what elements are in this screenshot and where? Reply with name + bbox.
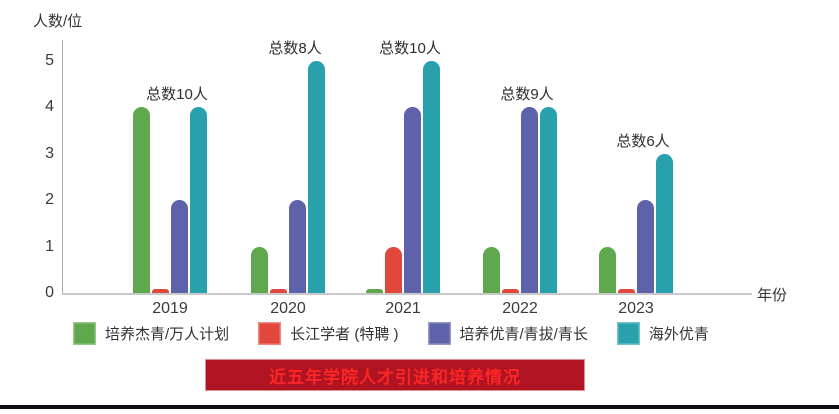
bar-group-2021 [366,0,440,293]
bar-2023-培养杰青/万人计划 [599,246,616,293]
x-tick-label: 2022 [502,300,538,317]
bar-2020-培养优青/青拔/青长 [289,200,306,293]
legend-label: 海外优青 [648,326,709,343]
legend-swatch [427,322,451,345]
bottom-accent-bar [0,405,839,409]
bar-2022-培养优青/青拔/青长 [521,107,538,293]
bar-2020-长江学者 (特聘 ) [270,289,287,293]
bar-group-2020 [251,0,325,293]
legend-label: 长江学者 (特聘 ) [290,326,399,343]
bar-2023-海外优青 [656,153,673,293]
bar-2021-培养优青/青拔/青长 [404,107,421,293]
x-tick-label: 2023 [618,300,654,317]
bar-group-2022 [483,0,557,293]
bar-2022-培养杰青/万人计划 [483,246,500,293]
legend-label: 培养杰青/万人计划 [105,326,230,343]
x-axis-label: 年份 [757,287,788,304]
y-tick-label: 3 [45,144,54,162]
bar-2020-培养杰青/万人计划 [251,246,268,293]
bar-2023-长江学者 (特聘 ) [618,289,635,293]
total-annotation: 总数10人 [146,86,208,104]
x-tick-label: 2020 [270,300,306,317]
legend-item: 培养杰青/万人计划 [73,322,229,345]
total-annotation: 总数6人 [616,132,670,150]
chart-title-banner: 近五年学院人才引进和培养情况 [205,359,585,391]
legend-swatch [73,322,96,345]
legend-item: 长江学者 (特聘 ) [258,322,399,345]
total-annotation: 总数9人 [500,86,554,104]
y-tick-label: 1 [45,237,54,255]
total-annotation: 总数10人 [379,40,441,57]
y-axis-label: 人数/位 [33,13,83,30]
legend-label: 培养优青/青拔/青长 [459,326,588,343]
legend-swatch [258,322,282,345]
chart-title: 近五年学院人才引进和培养情况 [269,367,521,387]
y-tick-label: 2 [45,191,54,209]
chart-legend: 培养杰青/万人计划 长江学者 (特聘 ) 培养优青/青拔/青长 海外优青 [73,322,738,345]
bar-group-2019 [133,0,207,293]
bar-2019-培养优青/青拔/青长 [171,200,188,293]
y-tick-label: 5 [45,52,54,69]
x-axis-line [62,293,752,295]
bar-2022-长江学者 (特聘 ) [502,289,519,293]
bar-2019-培养杰青/万人计划 [133,107,150,293]
bar-group-2023 [599,0,673,293]
x-tick-label: 2021 [385,300,421,317]
y-tick-label: 4 [45,98,54,116]
bar-2021-海外优青 [423,61,440,293]
y-tick-label: 0 [45,284,54,301]
bar-2021-培养杰青/万人计划 [366,289,383,293]
bar-2023-培养优青/青拔/青长 [637,200,654,293]
total-annotation: 总数8人 [268,40,322,57]
legend-item: 海外优青 [616,322,709,345]
x-tick-label: 2019 [152,300,188,317]
bar-2022-海外优青 [540,107,557,293]
bar-2019-长江学者 (特聘 ) [152,289,169,293]
legend-swatch [616,322,640,345]
y-axis-line [62,40,63,294]
legend-item: 培养优青/青拔/青长 [427,322,588,345]
bar-2021-长江学者 (特聘 ) [385,246,402,293]
bar-2020-海外优青 [308,61,325,293]
bar-2019-海外优青 [190,107,207,293]
